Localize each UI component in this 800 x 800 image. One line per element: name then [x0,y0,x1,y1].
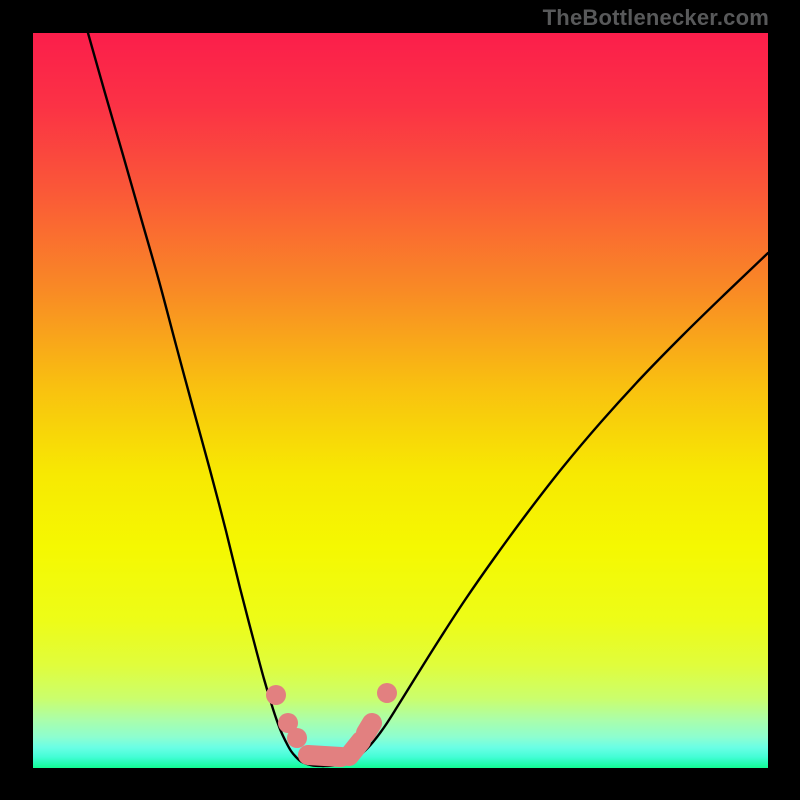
marker-capsule [308,755,341,757]
marker-dot [377,683,397,703]
chart-canvas: TheBottlenecker.com [0,0,800,800]
curves-svg [33,33,768,768]
plot-area [33,33,768,768]
watermark-text: TheBottlenecker.com [543,5,769,31]
marker-capsule [349,741,361,756]
curve-left [88,33,323,766]
marker-capsule [366,723,372,733]
data-markers [266,683,397,757]
marker-dot [287,728,307,748]
marker-dot [266,685,286,705]
